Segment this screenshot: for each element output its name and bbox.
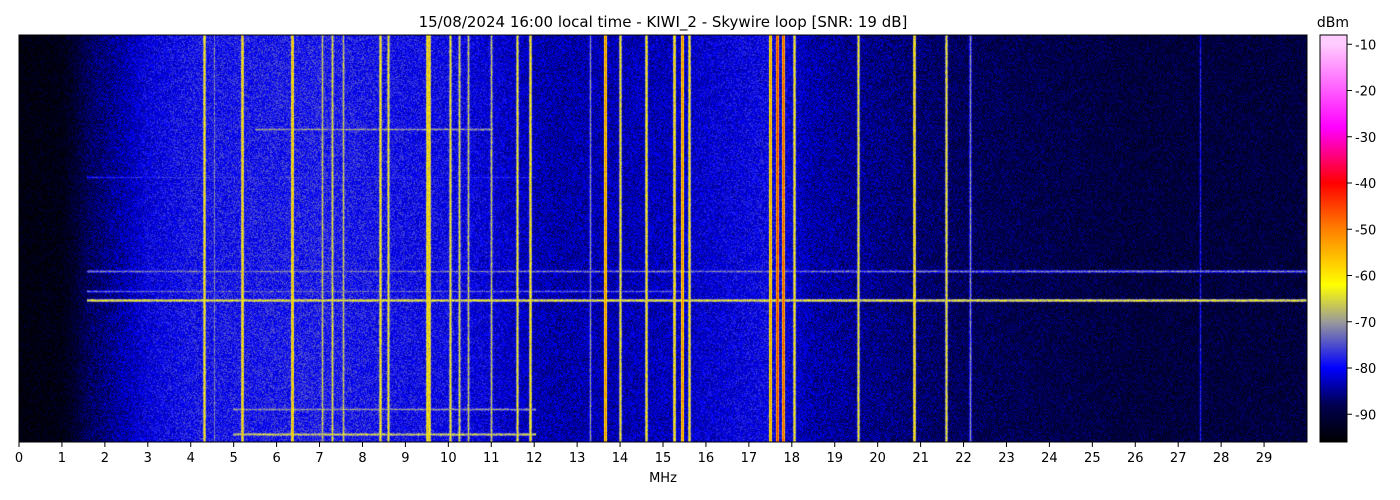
colorbar-tick-label: -60: [1355, 270, 1376, 285]
colorbar-tick-label: -50: [1355, 223, 1376, 238]
x-tick-label: 16: [698, 451, 715, 466]
x-tick-label: 15: [655, 451, 672, 466]
x-tick-label: 25: [1084, 451, 1101, 466]
plot-area: [18, 34, 1308, 443]
x-tick-label: 5: [230, 451, 238, 466]
colorbar-tick-label: -90: [1355, 408, 1376, 423]
x-tick-label: 11: [483, 451, 500, 466]
x-tick-label: 20: [869, 451, 886, 466]
colorbar-label: dBm: [1317, 15, 1349, 31]
x-tick-label: 4: [187, 451, 195, 466]
x-tick-label: 21: [912, 451, 929, 466]
x-tick-label: 0: [15, 451, 23, 466]
x-tick-label: 14: [612, 451, 629, 466]
x-tick-label: 26: [1127, 451, 1144, 466]
x-tick-label: 18: [784, 451, 801, 466]
colorbar: -10 -20 -30 -40 -50 -60 -70 -80 -90 dBm: [1317, 15, 1376, 443]
colorbar-tick-label: -40: [1355, 177, 1376, 192]
x-tick-label: 17: [741, 451, 758, 466]
x-tick-label: 23: [998, 451, 1015, 466]
x-tick-label: 27: [1170, 451, 1187, 466]
colorbar-tick-label: -10: [1355, 38, 1376, 53]
x-tick-label: 10: [440, 451, 457, 466]
x-tick-label: 9: [401, 451, 409, 466]
chart-title: 15/08/2024 16:00 local time - KIWI_2 - S…: [419, 13, 908, 32]
x-tick-label: 28: [1213, 451, 1230, 466]
colorbar-tick-label: -30: [1355, 131, 1376, 146]
x-tick-label: 2: [101, 451, 109, 466]
x-tick-label: 12: [526, 451, 543, 466]
x-tick-label: 24: [1041, 451, 1058, 466]
x-tick-label: 7: [315, 451, 323, 466]
colorbar-ticks: -10 -20 -30 -40 -50 -60 -70 -80 -90: [1347, 38, 1376, 423]
waterfall-heatmap: [19, 35, 1307, 442]
x-tick-label: 6: [272, 451, 280, 466]
x-tick-label: 22: [955, 451, 972, 466]
colorbar-tick-label: -70: [1355, 316, 1376, 331]
x-tick-label: 3: [144, 451, 152, 466]
x-tick-label: 19: [826, 451, 843, 466]
colorbar-gradient: [1319, 34, 1348, 443]
x-tick-label: 29: [1256, 451, 1273, 466]
x-axis: 0 1 2 3 4 5 6 7 8 9 10 11 12 13 14 15 16 17 18 19 20 21 22 23 24…: [15, 442, 1272, 466]
x-tick-label: 13: [569, 451, 586, 466]
x-axis-label: MHz: [649, 471, 677, 486]
colorbar-tick-label: -20: [1355, 85, 1376, 100]
x-tick-label: 8: [358, 451, 366, 466]
x-tick-label: 1: [58, 451, 66, 466]
colorbar-tick-label: -80: [1355, 362, 1376, 377]
